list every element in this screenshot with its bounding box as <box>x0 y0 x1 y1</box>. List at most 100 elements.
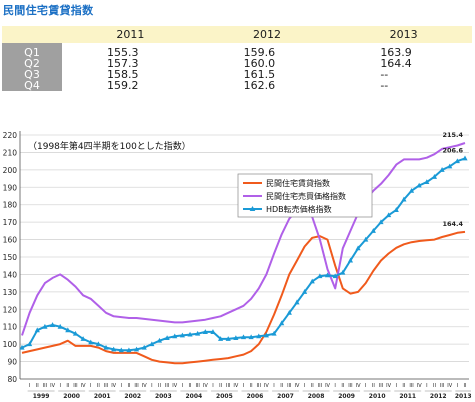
y-tick-label: 130 <box>3 288 18 297</box>
x-year-label: 2011 <box>399 393 416 400</box>
table-cell: -- <box>380 79 389 92</box>
x-quarter-label: I <box>182 383 183 389</box>
end-value-label: 215.4 <box>442 131 463 139</box>
data-point <box>72 330 79 336</box>
x-year-label: 2007 <box>277 393 294 400</box>
x-quarter-label: IV <box>386 383 391 389</box>
x-quarter-label: IV <box>447 383 452 389</box>
x-quarter-label: I <box>212 383 213 389</box>
table-cell: -- <box>380 68 389 81</box>
x-quarter-label: III <box>226 383 230 389</box>
x-quarter-label: III <box>134 383 138 389</box>
table-cell: 163.9 <box>380 46 412 59</box>
data-point <box>95 341 101 347</box>
data-point <box>156 337 163 343</box>
column-header: 2012 <box>198 26 336 43</box>
data-point <box>256 333 262 339</box>
x-quarter-label: II <box>372 383 375 389</box>
table-cell: 158.5 <box>107 68 139 81</box>
data-point <box>111 346 117 352</box>
x-quarter-label: I <box>151 383 152 389</box>
x-year-label: 2010 <box>369 393 386 400</box>
end-value-label: 164.4 <box>442 220 463 228</box>
data-point <box>424 179 430 185</box>
x-quarter-label: I <box>334 383 335 389</box>
x-quarter-label: IV <box>172 383 177 389</box>
data-point <box>439 167 445 172</box>
x-quarter-label: II <box>97 383 100 389</box>
data-point <box>263 332 270 338</box>
table-row: Q2 157.3 160.0 164.4 <box>2 58 472 69</box>
x-quarter-label: II <box>341 383 344 389</box>
y-tick-label: 120 <box>3 305 18 314</box>
data-point <box>19 344 25 350</box>
x-quarter-label: IV <box>50 383 55 389</box>
x-quarter-label: I <box>243 383 244 389</box>
table-cell: 162.6 <box>243 79 276 92</box>
data-point <box>240 334 247 340</box>
x-quarter-label: II <box>189 383 192 389</box>
data-point <box>294 299 300 305</box>
x-quarter-label: III <box>195 383 199 389</box>
x-quarter-label: II <box>402 383 405 389</box>
y-tick-label: 80 <box>7 375 17 384</box>
data-point <box>279 320 285 326</box>
x-year-label: 2000 <box>63 393 80 400</box>
y-tick-label: 100 <box>3 340 18 349</box>
data-point <box>347 257 354 263</box>
x-quarter-label: II <box>311 383 314 389</box>
table-cell: 160.0 <box>243 57 276 70</box>
y-tick-label: 200 <box>3 166 18 175</box>
data-point <box>210 329 216 334</box>
chart-subtitle: （1998年第4四半期を100とした指数） <box>28 140 191 152</box>
x-quarter-label: IV <box>264 383 269 389</box>
x-quarter-label: III <box>165 383 169 389</box>
y-tick-label: 140 <box>3 270 18 279</box>
y-tick-label: 220 <box>3 131 18 140</box>
x-quarter-label: III <box>379 383 383 389</box>
x-quarter-label: III <box>257 383 261 389</box>
x-quarter-label: I <box>90 383 91 389</box>
x-quarter-label: I <box>304 383 305 389</box>
legend-label: 民間住宅賃貸指数 <box>266 178 330 188</box>
x-quarter-label: II <box>66 383 69 389</box>
quarterly-table: 2011 2012 2013 Q1 155.3 159.6 163.9 Q2 1… <box>2 26 472 91</box>
column-header: 2011 <box>62 26 199 43</box>
data-point <box>378 219 384 225</box>
row-label: Q3 <box>2 69 62 80</box>
table-cell: 159.6 <box>243 46 276 59</box>
row-label: Q4 <box>2 80 62 91</box>
row-label: Q1 <box>2 43 62 58</box>
x-quarter-label: I <box>121 383 122 389</box>
data-point <box>233 335 239 341</box>
x-year-label: 2005 <box>216 393 233 400</box>
table-cell: 157.3 <box>107 57 139 70</box>
x-year-label: 2008 <box>308 393 325 400</box>
data-point <box>225 336 231 341</box>
data-point <box>65 327 71 333</box>
x-quarter-label: IV <box>111 383 116 389</box>
table-cell: 155.3 <box>107 46 139 59</box>
x-quarter-label: IV <box>356 383 361 389</box>
y-tick-label: 90 <box>7 358 17 367</box>
table-row: Q4 159.2 162.6 -- <box>2 80 472 91</box>
data-point <box>217 336 224 341</box>
x-year-label: 2009 <box>338 393 355 400</box>
data-point <box>172 333 178 339</box>
y-tick-label: 210 <box>3 148 18 157</box>
x-year-label: 1999 <box>33 393 50 400</box>
data-point <box>370 228 376 233</box>
x-quarter-label: III <box>440 383 444 389</box>
table-row: Q3 158.5 161.5 -- <box>2 69 472 80</box>
x-quarter-label: I <box>426 383 427 389</box>
x-quarter-label: IV <box>203 383 208 389</box>
table-corner <box>2 26 62 43</box>
data-point <box>126 347 132 353</box>
legend-label: HDB転売価格指数 <box>266 204 332 214</box>
series-line <box>21 142 466 336</box>
x-quarter-label: II <box>464 383 467 389</box>
data-point <box>363 236 369 242</box>
data-point <box>103 344 109 350</box>
data-point <box>309 278 315 284</box>
x-quarter-label: IV <box>417 383 422 389</box>
